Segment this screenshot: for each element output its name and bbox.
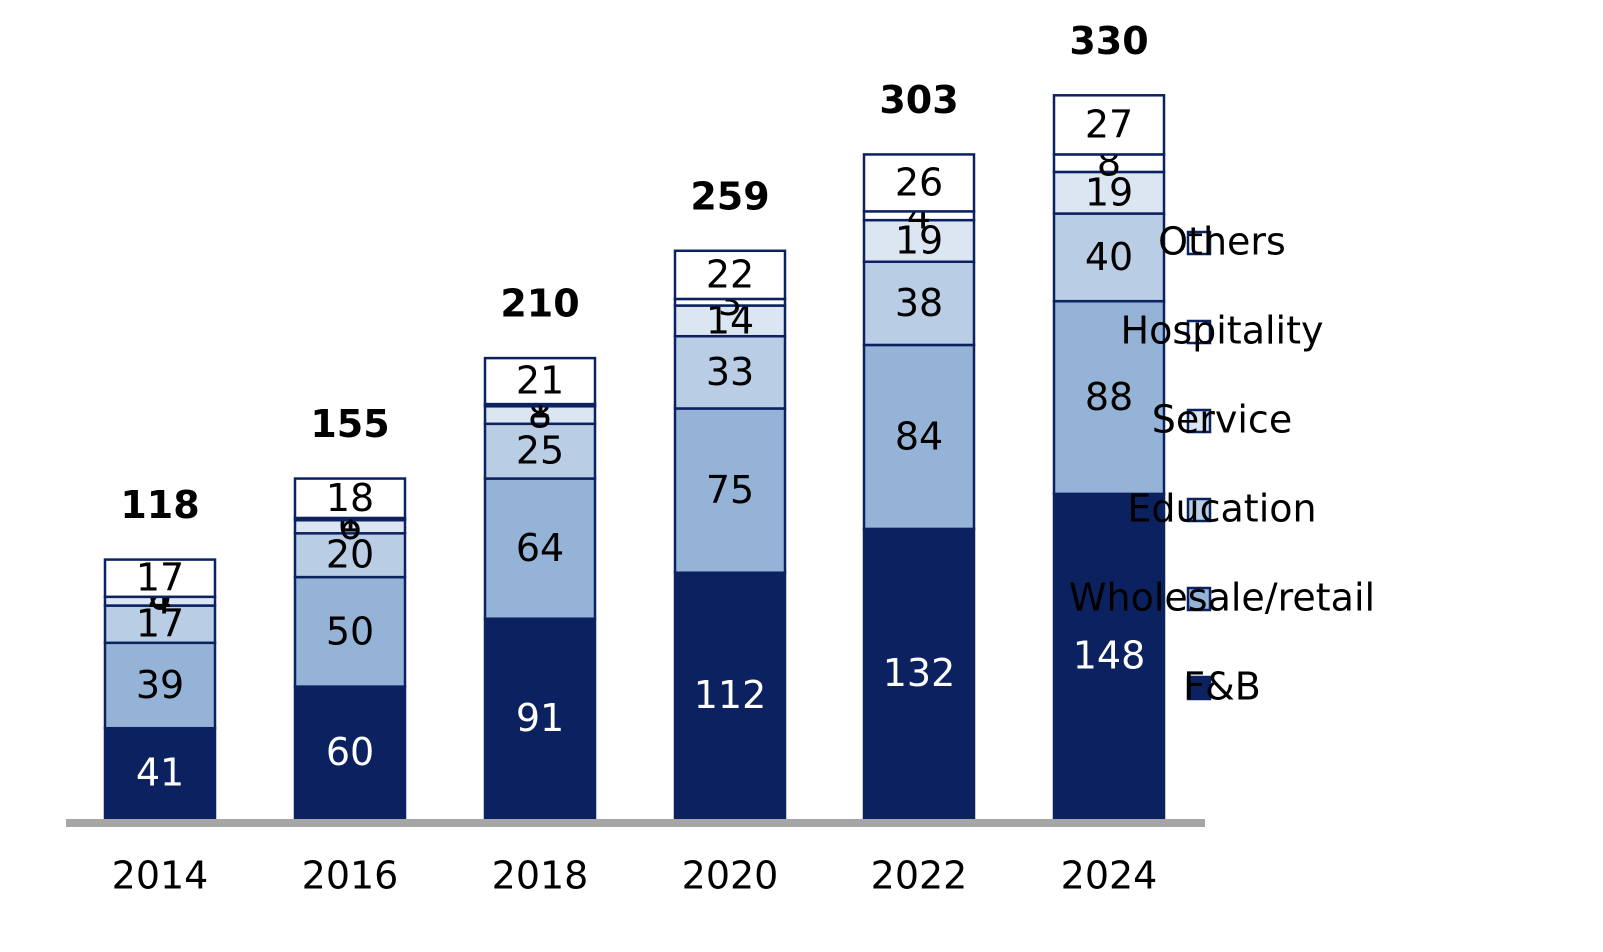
bar-segment — [673, 334, 787, 410]
bar-segment — [1052, 212, 1166, 303]
data-label: 20 — [326, 533, 374, 577]
legend-swatch — [1186, 408, 1212, 434]
bar-segment — [103, 641, 217, 730]
data-label: 25 — [516, 429, 564, 473]
x-tick-label: 2016 — [302, 854, 399, 898]
data-label: 64 — [516, 526, 564, 570]
bar-segment — [862, 218, 976, 263]
data-label: 38 — [895, 281, 943, 325]
total-label: 259 — [690, 174, 769, 218]
data-label: 60 — [326, 730, 374, 774]
x-tick-label: 2022 — [871, 854, 968, 898]
legend-label: Others — [1158, 220, 1286, 264]
x-tick-label: 2020 — [682, 854, 779, 898]
legend-swatch — [1186, 230, 1212, 256]
bar-segment — [103, 726, 217, 820]
bar-segment — [1052, 492, 1166, 820]
data-label: 19 — [895, 218, 943, 262]
total-label: 210 — [500, 282, 579, 326]
data-label: 27 — [1085, 102, 1133, 146]
bar-segment — [293, 532, 407, 579]
x-tick-label: 2018 — [492, 854, 589, 898]
bar-segment — [293, 477, 407, 520]
data-label: 50 — [326, 609, 374, 653]
data-label: 84 — [895, 414, 943, 458]
legend-label: Education — [1127, 487, 1316, 531]
legend-swatch — [1186, 675, 1212, 701]
bar-segment — [483, 422, 597, 480]
legend-label: Hospitality — [1121, 309, 1324, 353]
data-label: 112 — [694, 673, 767, 717]
bar-segment — [673, 571, 787, 820]
bar-segment — [862, 260, 976, 347]
data-label: 88 — [1085, 375, 1133, 419]
data-label: 18 — [326, 476, 374, 520]
data-label: 75 — [706, 468, 754, 512]
bar-segment — [293, 685, 407, 820]
data-label: 26 — [895, 160, 943, 204]
bar-segment — [1052, 299, 1166, 496]
data-label: 21 — [516, 359, 564, 403]
bar-segment — [293, 575, 407, 688]
data-label: 148 — [1073, 633, 1146, 677]
total-label: 155 — [310, 402, 389, 446]
data-label: 132 — [883, 651, 956, 695]
data-label: 17 — [136, 602, 184, 646]
total-label: 118 — [120, 483, 199, 527]
total-label: 303 — [879, 78, 958, 122]
bar-segment — [862, 343, 976, 531]
bar-segment — [483, 617, 597, 820]
total-label: 330 — [1069, 19, 1148, 63]
bar-segment — [862, 153, 976, 213]
data-label: 22 — [706, 252, 754, 296]
legend-label: Wholesale/retail — [1069, 576, 1375, 620]
legend-label: F&B — [1183, 665, 1261, 709]
bar-segment — [483, 356, 597, 406]
bar-segment — [483, 477, 597, 620]
x-tick-label: 2024 — [1061, 854, 1158, 898]
legend-swatch — [1186, 586, 1212, 612]
data-label: 17 — [136, 556, 184, 600]
data-label: 39 — [136, 663, 184, 707]
legend-swatch — [1186, 319, 1212, 345]
data-label: 91 — [516, 696, 564, 740]
data-label: 41 — [136, 751, 184, 795]
bar-segment — [673, 304, 787, 338]
x-tick-label: 2014 — [112, 854, 209, 898]
data-label: 19 — [1085, 170, 1133, 214]
legend-label: Service — [1152, 398, 1292, 442]
bar-segment — [1052, 94, 1166, 156]
legend-swatch — [1186, 497, 1212, 523]
bar-segment — [673, 249, 787, 301]
data-label: 33 — [706, 350, 754, 394]
data-label: 40 — [1085, 235, 1133, 279]
bar-segment — [103, 558, 217, 599]
